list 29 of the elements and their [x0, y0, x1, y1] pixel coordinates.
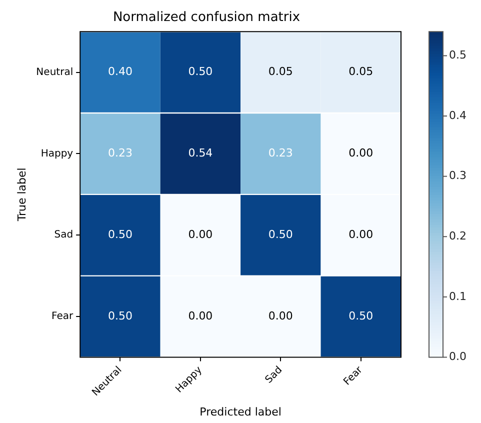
- data-label: 0.40: [108, 65, 132, 78]
- x-axis-title: Predicted label: [200, 405, 282, 418]
- color-bar-label: 0.0: [449, 350, 466, 364]
- y-tick-label: Happy: [40, 148, 74, 160]
- color-bar-label: 0.5: [449, 48, 466, 62]
- data-label: 0.50: [108, 309, 132, 322]
- data-label: 0.00: [268, 309, 293, 322]
- data-label: 0.50: [348, 309, 374, 322]
- data-label: 0.00: [188, 228, 213, 241]
- y-tick-label: Sad: [54, 230, 74, 241]
- data-label: 0.50: [108, 228, 132, 241]
- data-label: 0.00: [188, 309, 213, 322]
- color-bar-label: 0.4: [449, 108, 466, 122]
- data-label: 0.00: [348, 228, 374, 241]
- color-bar-label: 0.3: [449, 169, 466, 182]
- data-label: 0.05: [268, 65, 293, 78]
- data-label: 0.23: [268, 146, 293, 160]
- data-label: 0.00: [348, 146, 374, 160]
- y-axis-title: True label: [15, 168, 28, 222]
- color-bar-label: 0.2: [449, 229, 466, 242]
- data-label: 0.54: [188, 146, 213, 160]
- y-tick-label: Fear: [52, 311, 74, 322]
- chart-title: Normalized confusion matrix: [112, 10, 300, 26]
- data-label: 0.23: [108, 146, 132, 160]
- data-label: 0.50: [188, 65, 213, 78]
- data-label: 0.50: [268, 228, 293, 241]
- data-label: 0.05: [348, 65, 374, 78]
- color-bar-label: 0.1: [449, 290, 466, 303]
- y-tick-label: Neutral: [36, 66, 74, 78]
